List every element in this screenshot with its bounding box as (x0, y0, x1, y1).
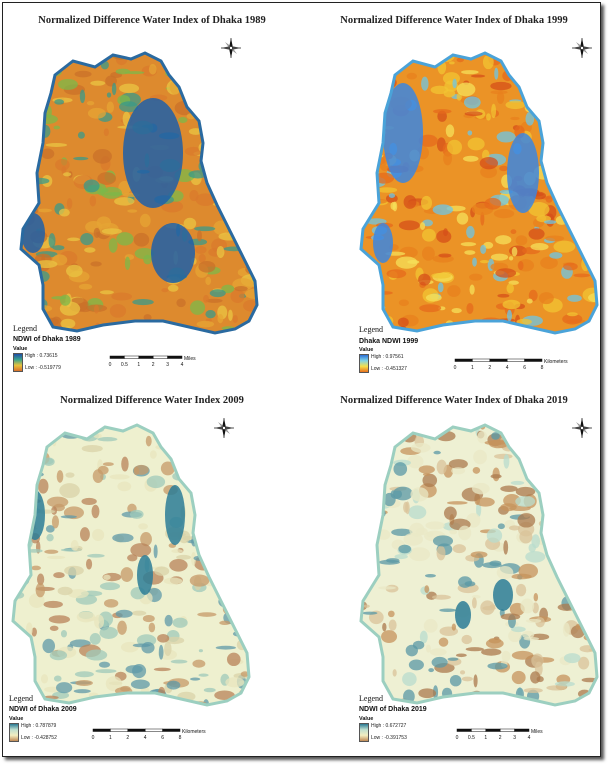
scale-tick-label: 0.5 (121, 362, 128, 368)
ndwi-map-1999 (359, 51, 599, 335)
color-ramp (359, 354, 369, 373)
legend-title: Dhaka NDWI 1999 (359, 338, 419, 345)
compass-rose-icon (572, 418, 592, 438)
scale-tick-label: 1 (137, 362, 140, 368)
scale-tick-label: 8 (179, 735, 182, 741)
scale-tick-label: 0 (456, 735, 459, 741)
legend-low: Low : -0.391753 (371, 735, 407, 741)
figure-frame: Normalized Difference Water Index of Dha… (2, 2, 601, 757)
map-panel-1999: Normalized Difference Water Index of Dha… (305, 3, 603, 379)
map-panel-2019: Normalized Difference Water Index of Dha… (305, 383, 603, 759)
panel-title: Normalized Difference Water Index of Dha… (340, 15, 568, 26)
legend-high: High : 0.97561 (371, 354, 404, 360)
ndwi-map-2009 (11, 423, 251, 707)
legend-label: Legend (359, 325, 383, 334)
scale-tick-label: 0 (109, 362, 112, 368)
compass-rose-icon (221, 38, 241, 58)
panel-title: Normalized Difference Water Index of Dha… (38, 15, 266, 26)
legend-high: High : 0.672727 (371, 723, 407, 729)
scale-tick-label: 4 (528, 735, 531, 741)
scale-tick-label: 4 (181, 362, 184, 368)
scale-tick-label: 2 (488, 365, 491, 371)
color-ramp (13, 353, 23, 372)
scale-unit-label: Miles (184, 356, 196, 362)
legend-high: High : 0.787879 (21, 723, 57, 729)
scale-tick-label: 2 (126, 735, 129, 741)
scale-tick-label: 1 (484, 735, 487, 741)
legend-label: Legend (359, 694, 383, 703)
scale-unit-label: Kilometers (182, 729, 206, 735)
scale-tick-label: 8 (541, 365, 544, 371)
ndwi-map-2019 (359, 423, 599, 707)
scale-tick-label: 0 (454, 365, 457, 371)
legend-low: Low : -0.451327 (371, 366, 407, 372)
map-panel-1989: Normalized Difference Water Index of Dha… (3, 3, 301, 379)
scale-tick-label: 4 (506, 365, 509, 371)
scale-tick-label: 0 (92, 735, 95, 741)
legend-title: NDWI of Dhaka 2009 (9, 706, 77, 713)
legend-low: Low : -0.519779 (25, 365, 61, 371)
panel-title: Normalized Difference Water Index of Dha… (340, 395, 568, 406)
map-panel-2009: Normalized Difference Water Index 2009 L… (3, 383, 301, 759)
legend-value-label: Value (359, 716, 374, 722)
legend-value-label: Value (359, 347, 374, 353)
scale-tick-label: 1 (471, 365, 474, 371)
legend-title: NDWI of Dhaka 2019 (359, 706, 427, 713)
legend-low: Low : -0.428752 (21, 735, 57, 741)
legend-label: Legend (13, 324, 37, 333)
color-ramp (9, 723, 19, 742)
legend-value-label: Value (13, 346, 28, 352)
scale-tick-label: 2 (499, 735, 502, 741)
scale-tick-label: 6 (161, 735, 164, 741)
scale-tick-label: 3 (513, 735, 516, 741)
legend-high: High : 0.73615 (25, 353, 58, 359)
scale-tick-label: 0.5 (468, 735, 475, 741)
scale-unit-label: Kilometers (544, 359, 568, 365)
scale-tick-label: 1 (109, 735, 112, 741)
ndwi-map-1989 (19, 51, 259, 335)
scale-tick-label: 6 (523, 365, 526, 371)
compass-rose-icon (214, 418, 234, 438)
compass-rose-icon (572, 38, 592, 58)
legend-title: NDWI of Dhaka 1989 (13, 336, 81, 343)
legend-label: Legend (9, 694, 33, 703)
scale-tick-label: 4 (144, 735, 147, 741)
scale-tick-label: 2 (152, 362, 155, 368)
panel-title: Normalized Difference Water Index 2009 (60, 395, 244, 406)
scale-unit-label: Miles (531, 729, 543, 735)
legend-value-label: Value (9, 716, 24, 722)
scale-tick-label: 3 (166, 362, 169, 368)
color-ramp (359, 723, 369, 742)
